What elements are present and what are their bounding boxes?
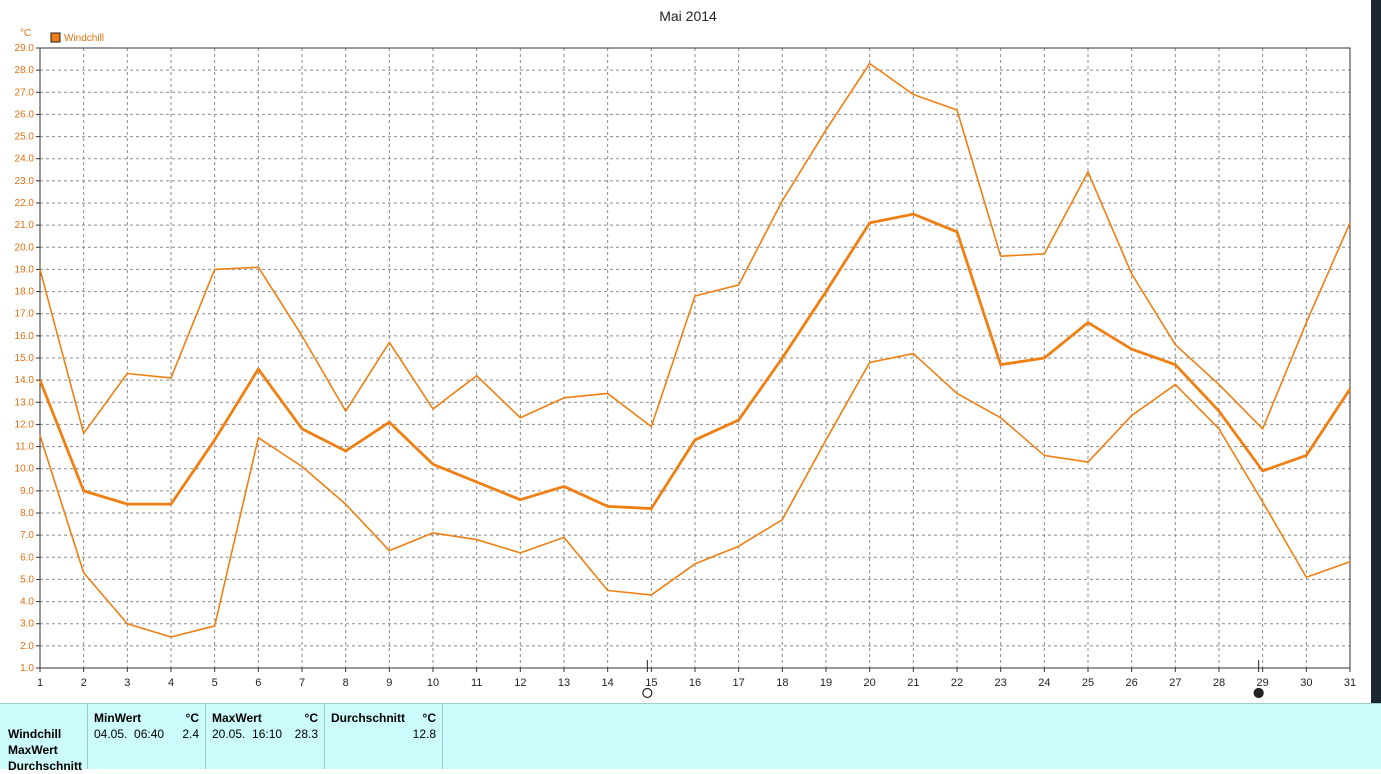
stat-avg-unit: °C xyxy=(422,711,436,725)
y-tick-label: 22.0 xyxy=(15,198,35,209)
stat-avg-value: 12.8 xyxy=(412,727,436,741)
x-tick-label: 30 xyxy=(1300,677,1312,689)
y-tick-label: 17.0 xyxy=(15,309,35,320)
x-tick-label: 10 xyxy=(427,677,439,689)
x-tick-label: 23 xyxy=(995,677,1007,689)
y-tick-label: 15.0 xyxy=(15,353,35,364)
plot-frame xyxy=(39,47,1351,669)
chart-title: Mai 2014 xyxy=(659,8,717,24)
y-axis-unit: °C xyxy=(20,28,31,39)
chart: Mai 2014 °C Windchill 1.0 2.0 3.0 4.0 5.0 6.0… xyxy=(15,8,1356,699)
stat-min-unit: °C xyxy=(185,711,199,725)
x-tick-label: 19 xyxy=(820,677,832,689)
y-tick-label: 8.0 xyxy=(20,508,34,519)
y-axis: 1.0 2.0 3.0 4.0 5.0 6.0 7.0 8.0 9.0 10.0 11.0 12.0 1… xyxy=(15,43,40,674)
y-tick-label: 27.0 xyxy=(15,87,35,98)
y-tick-label: 13.0 xyxy=(15,397,35,408)
row-label-maxwert: MaxWert xyxy=(8,743,58,757)
x-tick-label: 9 xyxy=(386,677,392,689)
stat-avg-header: Durchschnitt xyxy=(331,711,406,725)
stat-avg: Durchschnitt °C 12.8 xyxy=(324,704,443,769)
legend-label: Windchill xyxy=(64,33,104,44)
y-tick-label: 6.0 xyxy=(20,552,34,563)
y-tick-label: 3.0 xyxy=(20,619,34,630)
x-tick-label: 3 xyxy=(124,677,130,689)
y-tick-label: 2.0 xyxy=(20,641,34,652)
row-label-durchschnitt: Durchschnitt xyxy=(8,759,83,773)
x-tick-label: 21 xyxy=(907,677,919,689)
x-tick-label: 22 xyxy=(951,677,963,689)
x-tick-label: 20 xyxy=(864,677,876,689)
x-tick-label: 24 xyxy=(1038,677,1050,689)
y-tick-label: 1.0 xyxy=(20,663,34,674)
y-tick-label: 5.0 xyxy=(20,574,34,585)
x-tick-label: 14 xyxy=(602,677,614,689)
stat-max: MaxWert °C 20.05. 16:10 28.3 xyxy=(205,704,324,769)
x-tick-label: 11 xyxy=(471,677,482,689)
x-tick-label: 7 xyxy=(299,677,305,689)
x-tick-label: 4 xyxy=(168,677,174,689)
series-min-line xyxy=(39,352,1351,638)
y-tick-label: 20.0 xyxy=(15,242,35,253)
stat-max-header: MaxWert xyxy=(212,711,262,725)
y-tick-label: 25.0 xyxy=(15,132,35,143)
stat-max-time: 20.05. 16:10 xyxy=(212,727,283,741)
x-tick-label: 16 xyxy=(689,677,701,689)
y-tick-label: 9.0 xyxy=(20,486,34,497)
x-tick-label: 18 xyxy=(776,677,788,689)
grid xyxy=(40,48,1350,668)
y-tick-label: 23.0 xyxy=(15,176,35,187)
y-tick-label: 18.0 xyxy=(15,287,35,298)
stats-panel: Windchill MaxWert Durchschnitt MinWert °C… xyxy=(0,703,1381,773)
window-edge xyxy=(1371,0,1381,703)
stat-min-time: 04.05. 06:40 xyxy=(94,727,165,741)
y-tick-label: 11.0 xyxy=(15,442,34,453)
stat-min: MinWert °C 04.05. 06:40 2.4 xyxy=(87,704,205,769)
y-tick-label: 26.0 xyxy=(15,109,35,120)
x-tick-label: 12 xyxy=(514,677,526,689)
y-tick-label: 28.0 xyxy=(15,65,35,76)
x-tick-label: 8 xyxy=(343,677,349,689)
x-tick-label: 26 xyxy=(1126,677,1138,689)
moon-new-icon xyxy=(1253,687,1264,699)
stat-max-value: 28.3 xyxy=(294,727,318,741)
series-max-line xyxy=(39,62,1351,435)
x-tick-label: 6 xyxy=(255,677,261,689)
y-tick-label: 19.0 xyxy=(15,264,35,275)
stat-min-value: 2.4 xyxy=(182,727,199,741)
x-tick-label: 28 xyxy=(1213,677,1225,689)
y-tick-label: 10.0 xyxy=(15,464,35,475)
y-tick-label: 7.0 xyxy=(20,530,34,541)
y-tick-label: 29.0 xyxy=(15,43,35,54)
series-mean-line xyxy=(38,212,1352,510)
stats-row-labels: Windchill MaxWert Durchschnitt xyxy=(8,726,82,774)
row-label-windchill: Windchill xyxy=(8,727,62,741)
y-tick-label: 12.0 xyxy=(15,419,35,430)
moon-phases xyxy=(642,660,1264,699)
x-tick-label: 25 xyxy=(1082,677,1094,689)
y-tick-label: 14.0 xyxy=(15,375,35,386)
x-axis: 1 2 3 4 5 6 7 8 9 10 11 12 13 14 15 16 17 18 19 20 21 22 23 24 2… xyxy=(37,668,1356,689)
x-tick-label: 5 xyxy=(212,677,218,689)
x-tick-label: 27 xyxy=(1169,677,1181,689)
stat-min-header: MinWert xyxy=(94,711,142,725)
series-lines xyxy=(38,62,1352,638)
moon-full-icon xyxy=(642,687,653,699)
x-tick-label: 31 xyxy=(1344,677,1356,689)
x-tick-label: 1 xyxy=(37,677,43,689)
stat-max-unit: °C xyxy=(304,711,318,725)
y-tick-label: 21.0 xyxy=(15,220,35,231)
x-tick-label: 13 xyxy=(558,677,570,689)
x-tick-label: 15 xyxy=(645,677,657,689)
y-tick-label: 24.0 xyxy=(15,154,35,165)
y-tick-label: 4.0 xyxy=(20,597,34,608)
x-tick-label: 17 xyxy=(733,677,745,689)
x-tick-label: 29 xyxy=(1257,677,1269,689)
x-tick-label: 2 xyxy=(81,677,87,689)
y-tick-label: 16.0 xyxy=(15,331,35,342)
legend-swatch xyxy=(50,32,61,43)
